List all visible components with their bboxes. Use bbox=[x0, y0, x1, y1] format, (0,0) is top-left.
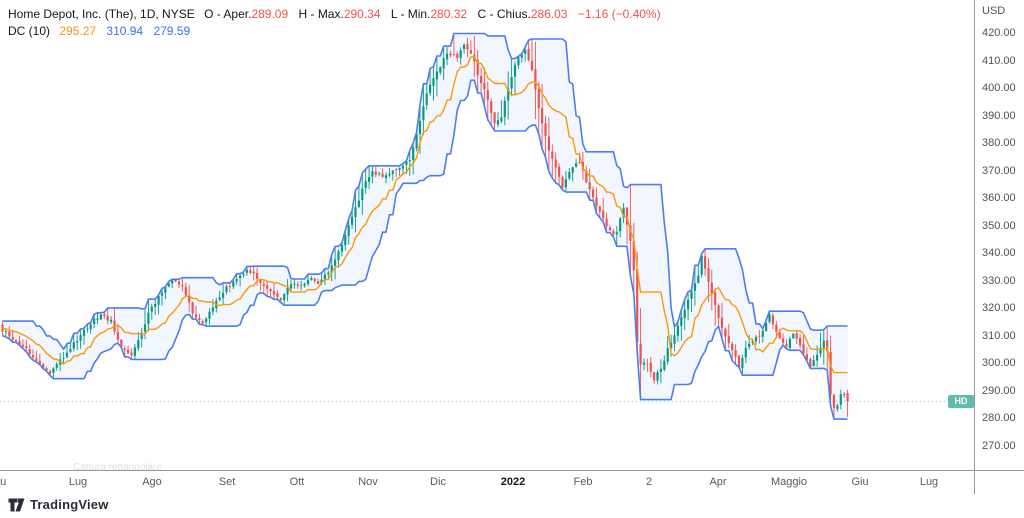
tradingview-brand-text: TradingView bbox=[30, 497, 109, 512]
price-tick-label: 290.00 bbox=[982, 384, 1016, 397]
time-tick-label: Apr bbox=[709, 476, 727, 488]
axis-corner-divider bbox=[974, 471, 975, 494]
price-tick-label: 380.00 bbox=[982, 137, 1016, 149]
footer-bar: TradingView bbox=[0, 494, 1024, 518]
price-tick-label: 270.00 bbox=[982, 439, 1016, 452]
price-tick-label: 300.00 bbox=[982, 357, 1016, 369]
tradingview-logo[interactable]: TradingView bbox=[8, 497, 109, 512]
donchian-basis-line bbox=[2, 56, 848, 374]
price-tick-label: 350.00 bbox=[982, 219, 1016, 232]
tradingview-logo-icon bbox=[8, 498, 25, 511]
price-tick-label: 280.00 bbox=[982, 412, 1016, 424]
time-tick-label: 2 bbox=[645, 476, 653, 488]
price-axis[interactable]: USD 420.00 410.00 400.00 390.00 380.00 370.00… bbox=[974, 0, 1024, 470]
time-tick-label: Feb bbox=[573, 476, 593, 488]
time-tick-label: Giu bbox=[851, 476, 869, 488]
time-tick-label: Maggio bbox=[770, 476, 808, 488]
currency-label: USD bbox=[982, 5, 1006, 17]
up-candle-bodies bbox=[4, 44, 842, 409]
time-tick-label: Lug bbox=[919, 476, 939, 488]
down-candle-bodies bbox=[1, 43, 849, 408]
time-axis[interactable]: iu Lug Ago Set Ott Nov Dic 2022 Feb 2 Apr Maggio Giu… bbox=[0, 470, 1024, 495]
time-tick-label: Ago bbox=[142, 476, 162, 488]
time-tick-label: Ott bbox=[289, 476, 305, 488]
time-tick-label: Lug bbox=[68, 476, 88, 488]
price-tick-label: 330.00 bbox=[982, 274, 1016, 287]
time-tick-label: Nov bbox=[358, 476, 378, 488]
donchian-fill bbox=[2, 33, 848, 420]
donchian-lower-band bbox=[2, 79, 848, 420]
price-tick-label: 420.00 bbox=[982, 27, 1016, 39]
price-tick-label: 340.00 bbox=[982, 247, 1016, 259]
price-tick-label: 400.00 bbox=[982, 82, 1016, 94]
time-tick-label: iu bbox=[0, 476, 7, 488]
price-tick-label: 390.00 bbox=[982, 109, 1016, 122]
price-tick-label: 410.00 bbox=[982, 54, 1016, 67]
time-tick-label: 2022 bbox=[500, 476, 526, 488]
time-tick-label: Dic bbox=[430, 476, 446, 488]
price-tick-label: 360.00 bbox=[982, 192, 1016, 204]
chart-canvas[interactable] bbox=[0, 0, 974, 470]
price-tick-label: 310.00 bbox=[982, 329, 1016, 342]
time-tick-label: Set bbox=[218, 476, 236, 488]
symbol-price-badge: HD bbox=[948, 394, 974, 408]
price-tick-label: 320.00 bbox=[982, 302, 1016, 314]
price-tick-label: 370.00 bbox=[982, 164, 1016, 177]
donchian-upper-band bbox=[2, 32, 848, 351]
